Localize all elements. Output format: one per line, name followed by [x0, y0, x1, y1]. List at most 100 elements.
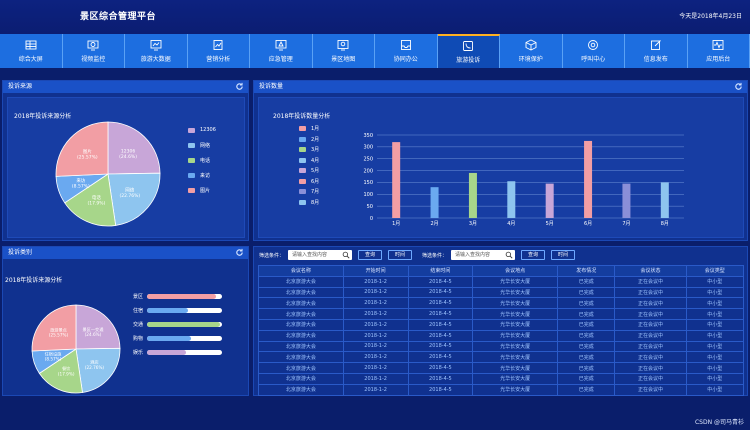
table-row[interactable]: 北京旅游大会 2018-1-2 2018-4-5 光华长安大厦 已完成 正在会议中 中小型 — [258, 286, 745, 299]
bar-3[interactable] — [468, 172, 477, 218]
nav-item-7[interactable]: 协同办公 — [375, 34, 438, 68]
source-pie-chart: 12306(24.6%) 网络(22.76%) 电话(17.9%) 来访(8.57%)… — [55, 121, 161, 227]
bar-7[interactable] — [622, 183, 631, 218]
type_panel-slice[interactable] — [75, 304, 121, 350]
type-bar-row: 景区 — [133, 293, 223, 300]
refresh-icon[interactable] — [235, 248, 244, 257]
bar-5[interactable] — [545, 183, 554, 218]
grid-icon — [25, 40, 37, 50]
legend-label: 7月 — [311, 189, 320, 195]
table-row[interactable]: 北京旅游大会 2018-1-2 2018-4-5 光华长安大厦 已完成 正在会议中 中小型 — [258, 383, 745, 396]
table-cell: 已完成 — [557, 351, 616, 364]
type-bar-track — [147, 322, 223, 327]
table-cell: 已完成 — [557, 362, 616, 374]
nav-item-2[interactable]: 视频监控 — [63, 34, 125, 68]
source_panel-slice-label: 来访 — [76, 177, 85, 184]
chart-subtitle: 2018年投诉数量分析 — [273, 113, 331, 120]
refresh-icon[interactable] — [235, 82, 244, 91]
table-row[interactable]: 北京旅游大会 2018-1-2 2018-4-5 光华长安大厦 已完成 正在会议中 中小型 — [258, 362, 745, 374]
nav-item-9[interactable]: 环境保护 — [500, 34, 563, 68]
table-row[interactable]: 北京旅游大会 2018-1-2 2018-4-5 光华长安大厦 已完成 正在会议中 中小型 — [258, 275, 745, 288]
nav-item-10[interactable]: 呼叫中心 — [563, 34, 625, 68]
nav-label: 综合大屏 — [18, 56, 43, 63]
table-cell: 北京旅游大会 — [258, 318, 344, 331]
main-nav: 综合大屏 视频监控 旅游大数据 营销分析 应急管理 景区地图 协同办公 旅游投诉 环境保护 呼叫中… — [0, 34, 750, 68]
column-header[interactable]: 会议状态 — [614, 265, 687, 277]
legend-swatch — [299, 178, 306, 184]
table-row[interactable]: 北京旅游大会 2018-1-2 2018-4-5 光华长安大厦 已完成 正在会议中 中小型 — [258, 340, 745, 353]
table-cell: 中小型 — [685, 297, 745, 310]
table-cell: 2018-1-2 — [342, 372, 409, 385]
table-cell: 正在会议中 — [614, 286, 687, 299]
source_panel-slice-label: 电话 — [92, 194, 101, 201]
type-bar-fill — [147, 350, 187, 355]
legend-item: 电话 — [188, 157, 210, 164]
table-row[interactable]: 北京旅游大会 2018-1-2 2018-4-5 光华长安大厦 已完成 正在会议中 中小型 — [258, 308, 745, 320]
type_panel-slice[interactable] — [75, 347, 121, 393]
search-icon[interactable] — [342, 251, 350, 259]
x-tick-label: 2月 — [430, 221, 438, 227]
table-cell: 北京旅游大会 — [258, 362, 344, 374]
search-input[interactable]: 请输入查找内容 — [288, 250, 353, 260]
refresh-icon[interactable] — [734, 82, 743, 91]
type_panel-slice-pct: (17.9%) — [58, 371, 75, 376]
table-row[interactable]: 北京旅游大会 2018-1-2 2018-4-5 光华长安大厦 已完成 正在会议中 中小型 — [258, 372, 745, 385]
table-row[interactable]: 北京旅游大会 2018-1-2 2018-4-5 光华长安大厦 已完成 正在会议中 中小型 — [258, 318, 745, 331]
complaint-type-panel: 投诉类别 2018年投诉来源分析 景区—交通 (24.6%) 酒店 (22.76%) 餐… — [2, 246, 249, 396]
table-row[interactable]: 北京旅游大会 2018-1-2 2018-4-5 光华长安大厦 已完成 正在会议中 中小型 — [258, 297, 745, 310]
source_panel-slice[interactable] — [107, 121, 161, 175]
table-cell: 正在会议中 — [614, 308, 687, 320]
analysis-icon — [213, 40, 223, 50]
nav-item-8[interactable]: 旅游投诉 — [437, 34, 500, 68]
nav-item-1[interactable]: 综合大屏 — [0, 34, 63, 68]
nav-label: 协同办公 — [393, 56, 418, 63]
cube-icon — [525, 39, 537, 51]
table-row[interactable]: 北京旅游大会 2018-1-2 2018-4-5 光华长安大厦 已完成 正在会议中 中小型 — [258, 351, 745, 364]
column-header[interactable]: 开始时间 — [342, 265, 409, 277]
search-button[interactable]: 查询 — [521, 250, 546, 260]
nav-label: 营销分析 — [206, 56, 231, 63]
bar-8[interactable] — [660, 182, 669, 218]
legend-label: 8月 — [311, 199, 320, 206]
column-header[interactable]: 结束时间 — [407, 265, 474, 277]
search-button[interactable]: 查询 — [358, 250, 383, 260]
source_panel-slice[interactable] — [55, 121, 109, 177]
search-input[interactable]: 请输入查找内容 — [451, 250, 516, 260]
type_panel-slice[interactable] — [31, 304, 77, 352]
bar-6[interactable] — [584, 140, 593, 218]
table-cell: 光华长安大厦 — [472, 275, 559, 288]
time-button[interactable]: 时间 — [388, 250, 413, 260]
time-button[interactable]: 时间 — [551, 250, 576, 260]
source_panel-slice[interactable] — [64, 173, 117, 227]
alert-screen-icon — [275, 40, 287, 51]
source_panel-slice[interactable] — [107, 172, 161, 226]
panel-title: 投诉数量 — [259, 83, 284, 90]
nav-label: 呼叫中心 — [581, 56, 606, 63]
legend-swatch — [188, 173, 195, 178]
search-icon[interactable] — [505, 251, 513, 259]
nav-item-11[interactable]: 信息发布 — [625, 34, 688, 68]
nav-item-3[interactable]: 旅游大数据 — [125, 34, 188, 68]
bar-4[interactable] — [507, 181, 516, 218]
source-chart-area: 2018年投诉来源分析 12306 (24.6%) 网络 (22.76%) 电话 (17.… — [7, 97, 245, 238]
type-bar-fill — [147, 308, 189, 313]
legend-label: 电话 — [200, 158, 211, 164]
column-header[interactable]: 发布情况 — [557, 265, 616, 277]
type_panel-slice[interactable] — [38, 348, 83, 394]
column-header[interactable]: 会议类型 — [685, 265, 745, 277]
x-tick-label: 8月 — [661, 221, 669, 227]
table-cell: 中小型 — [685, 340, 745, 353]
table-cell: 已完成 — [557, 275, 616, 288]
table-row[interactable]: 北京旅游大会 2018-1-2 2018-4-5 光华长安大厦 已完成 正在会议中 中小型 — [258, 329, 745, 342]
column-header[interactable]: 会议名称 — [258, 265, 344, 277]
y-tick-label: 200 — [363, 168, 373, 174]
nav-item-5[interactable]: 应急管理 — [250, 34, 313, 68]
bar-2[interactable] — [430, 187, 439, 218]
table-cell: 北京旅游大会 — [258, 340, 344, 353]
nav-item-12[interactable]: 应用后台 — [688, 34, 750, 68]
bar-1[interactable] — [392, 142, 401, 218]
nav-item-4[interactable]: 营销分析 — [188, 34, 250, 68]
nav-item-6[interactable]: 景区地图 — [313, 34, 375, 68]
column-header[interactable]: 会议地点 — [472, 265, 559, 277]
table-cell: 2018-4-5 — [407, 340, 474, 353]
